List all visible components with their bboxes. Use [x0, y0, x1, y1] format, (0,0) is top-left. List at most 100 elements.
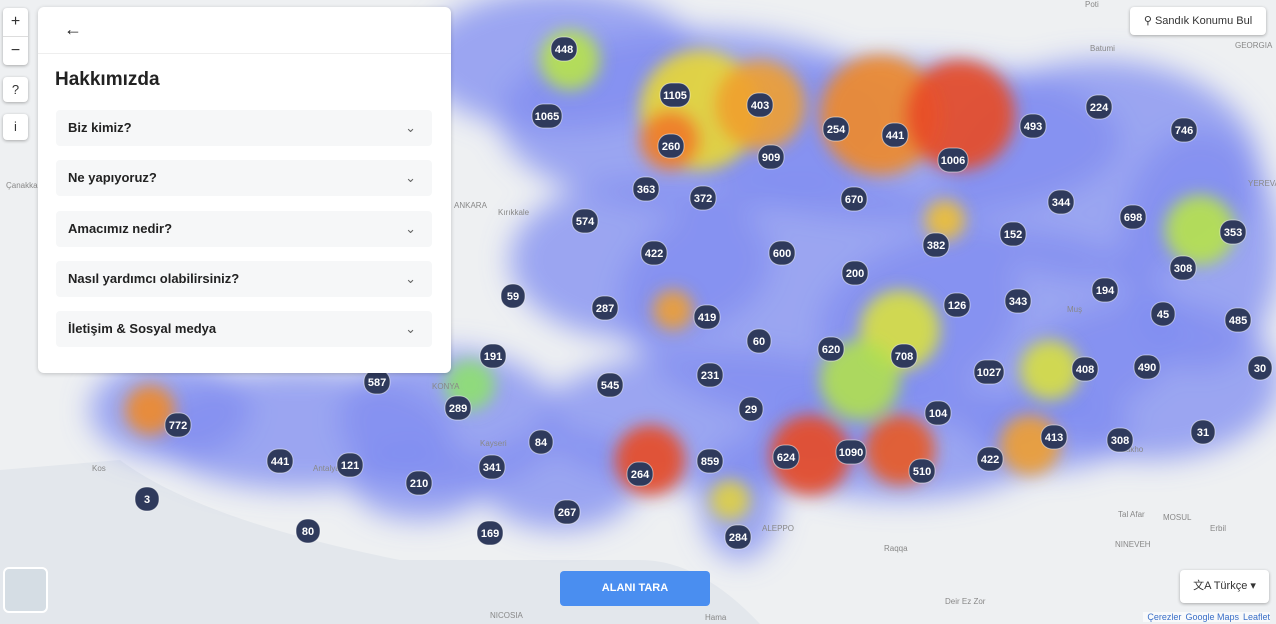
cluster-badge: [1247, 355, 1273, 381]
cluster-marker[interactable]: 448: [550, 36, 578, 62]
cluster-marker[interactable]: 126: [943, 292, 971, 318]
cluster-marker[interactable]: 600: [768, 240, 796, 266]
cluster-marker[interactable]: 422: [976, 446, 1004, 472]
cluster-marker[interactable]: 344: [1047, 189, 1075, 215]
cluster-marker[interactable]: 510: [908, 458, 936, 484]
cluster-marker[interactable]: 45: [1150, 301, 1176, 327]
search-button[interactable]: ⚲ Sandık Konumu Bul: [1130, 7, 1266, 35]
heat-spot: [1020, 340, 1080, 400]
cluster-marker[interactable]: 587: [363, 369, 391, 395]
cluster-badge: [689, 185, 717, 211]
language-select[interactable]: 文A Türkçe ▾: [1180, 570, 1269, 603]
info-button[interactable]: i: [3, 114, 28, 140]
cluster-marker[interactable]: 746: [1170, 117, 1198, 143]
cluster-marker[interactable]: 708: [890, 343, 918, 369]
cluster-count: 413: [1045, 432, 1063, 444]
cluster-marker[interactable]: 620: [817, 336, 845, 362]
layer-switch[interactable]: [3, 567, 48, 613]
cluster-marker[interactable]: 772: [164, 412, 192, 438]
zoom-out[interactable]: −: [10, 42, 21, 59]
cluster-marker[interactable]: 343: [1004, 288, 1032, 314]
cluster-marker[interactable]: 574: [571, 208, 599, 234]
cluster-marker[interactable]: 441: [881, 122, 909, 148]
cluster-marker[interactable]: 260: [657, 133, 685, 159]
accordion-item[interactable]: İletişim & Sosyal medya ⌄: [56, 311, 432, 348]
cluster-marker[interactable]: 152: [999, 221, 1027, 247]
cluster-marker[interactable]: 289: [444, 395, 472, 421]
cluster-marker[interactable]: 59: [500, 283, 526, 309]
cluster-marker[interactable]: 624: [772, 444, 800, 470]
cluster-marker[interactable]: 408: [1071, 356, 1099, 382]
cluster-marker[interactable]: 353: [1219, 219, 1247, 245]
cluster-badge: [596, 372, 624, 398]
cluster-marker[interactable]: 200: [841, 260, 869, 286]
cluster-marker[interactable]: 670: [840, 186, 868, 212]
cluster-marker[interactable]: 490: [1133, 354, 1161, 380]
cluster-marker[interactable]: 859: [696, 448, 724, 474]
leaflet-link[interactable]: Leaflet: [1242, 612, 1270, 622]
cluster-count: 859: [701, 456, 719, 468]
cluster-marker[interactable]: 30: [1247, 355, 1273, 381]
accordion-item[interactable]: Nasıl yardımcı olabilirsiniz? ⌄: [56, 260, 432, 297]
cluster-marker[interactable]: 194: [1091, 277, 1119, 303]
cluster-marker[interactable]: 308: [1169, 255, 1197, 281]
back-button[interactable]: ←: [64, 19, 82, 39]
cluster-count: 308: [1111, 435, 1129, 447]
cluster-marker[interactable]: 419: [693, 304, 721, 330]
cluster-marker[interactable]: 169: [476, 520, 504, 546]
cluster-marker[interactable]: 80: [295, 518, 321, 544]
cluster-marker[interactable]: 372: [689, 185, 717, 211]
cluster-marker[interactable]: 231: [696, 362, 724, 388]
cluster-marker[interactable]: 287: [591, 295, 619, 321]
cookies-link[interactable]: Çerezler: [1147, 612, 1182, 622]
google-link[interactable]: Google Maps: [1185, 612, 1239, 622]
cluster-marker[interactable]: 441: [266, 448, 294, 474]
cluster-count: 746: [1175, 125, 1193, 137]
cluster-badge: [336, 452, 364, 478]
help-button[interactable]: ?: [3, 77, 28, 102]
accordion-item[interactable]: Biz kimiz? ⌄: [56, 110, 432, 146]
place-label: MOSUL: [1163, 513, 1192, 522]
accordion-item[interactable]: Ne yapıyoruz? ⌄: [56, 160, 432, 197]
cluster-marker[interactable]: 3: [134, 486, 160, 512]
cluster-marker[interactable]: 210: [405, 470, 433, 496]
cluster-marker[interactable]: 341: [478, 454, 506, 480]
cluster-marker[interactable]: 493: [1019, 113, 1047, 139]
place-label: Hama: [705, 613, 727, 622]
cluster-marker[interactable]: 1027: [973, 359, 1005, 385]
accordion-item[interactable]: Amacımız nedir? ⌄: [56, 210, 432, 247]
panel-header: ←: [38, 7, 451, 54]
zoom-in[interactable]: +: [3, 8, 28, 37]
cluster-count: 698: [1124, 212, 1142, 224]
cluster-marker[interactable]: 84: [528, 429, 554, 455]
cluster-marker[interactable]: 363: [632, 176, 660, 202]
cluster-marker[interactable]: 698: [1119, 204, 1147, 230]
cluster-marker[interactable]: 1006: [937, 147, 969, 173]
cluster-marker[interactable]: 191: [479, 343, 507, 369]
cluster-marker[interactable]: 545: [596, 372, 624, 398]
cluster-marker[interactable]: 1090: [835, 439, 867, 465]
place-label: Poti: [1085, 0, 1099, 9]
cluster-marker[interactable]: 909: [757, 144, 785, 170]
cluster-marker[interactable]: 267: [553, 499, 581, 525]
cluster-marker[interactable]: 382: [922, 232, 950, 258]
cluster-marker[interactable]: 284: [724, 524, 752, 550]
cluster-marker[interactable]: 31: [1190, 419, 1216, 445]
cluster-marker[interactable]: 121: [336, 452, 364, 478]
scan-button[interactable]: ALANI TARA: [560, 571, 710, 606]
cluster-marker[interactable]: 254: [822, 116, 850, 142]
cluster-marker[interactable]: 29: [738, 396, 764, 422]
cluster-marker[interactable]: 308: [1106, 427, 1134, 453]
cluster-marker[interactable]: 422: [640, 240, 668, 266]
place-label: Deir Ez Zor: [945, 597, 986, 606]
cluster-marker[interactable]: 264: [626, 461, 654, 487]
cluster-marker[interactable]: 485: [1224, 307, 1252, 333]
cluster-count: 1105: [663, 90, 687, 102]
cluster-marker[interactable]: 224: [1085, 94, 1113, 120]
cluster-marker[interactable]: 1065: [531, 103, 563, 129]
cluster-marker[interactable]: 60: [746, 328, 772, 354]
cluster-marker[interactable]: 403: [746, 92, 774, 118]
cluster-marker[interactable]: 1105: [659, 82, 691, 108]
cluster-marker[interactable]: 413: [1040, 424, 1068, 450]
cluster-marker[interactable]: 104: [924, 400, 952, 426]
